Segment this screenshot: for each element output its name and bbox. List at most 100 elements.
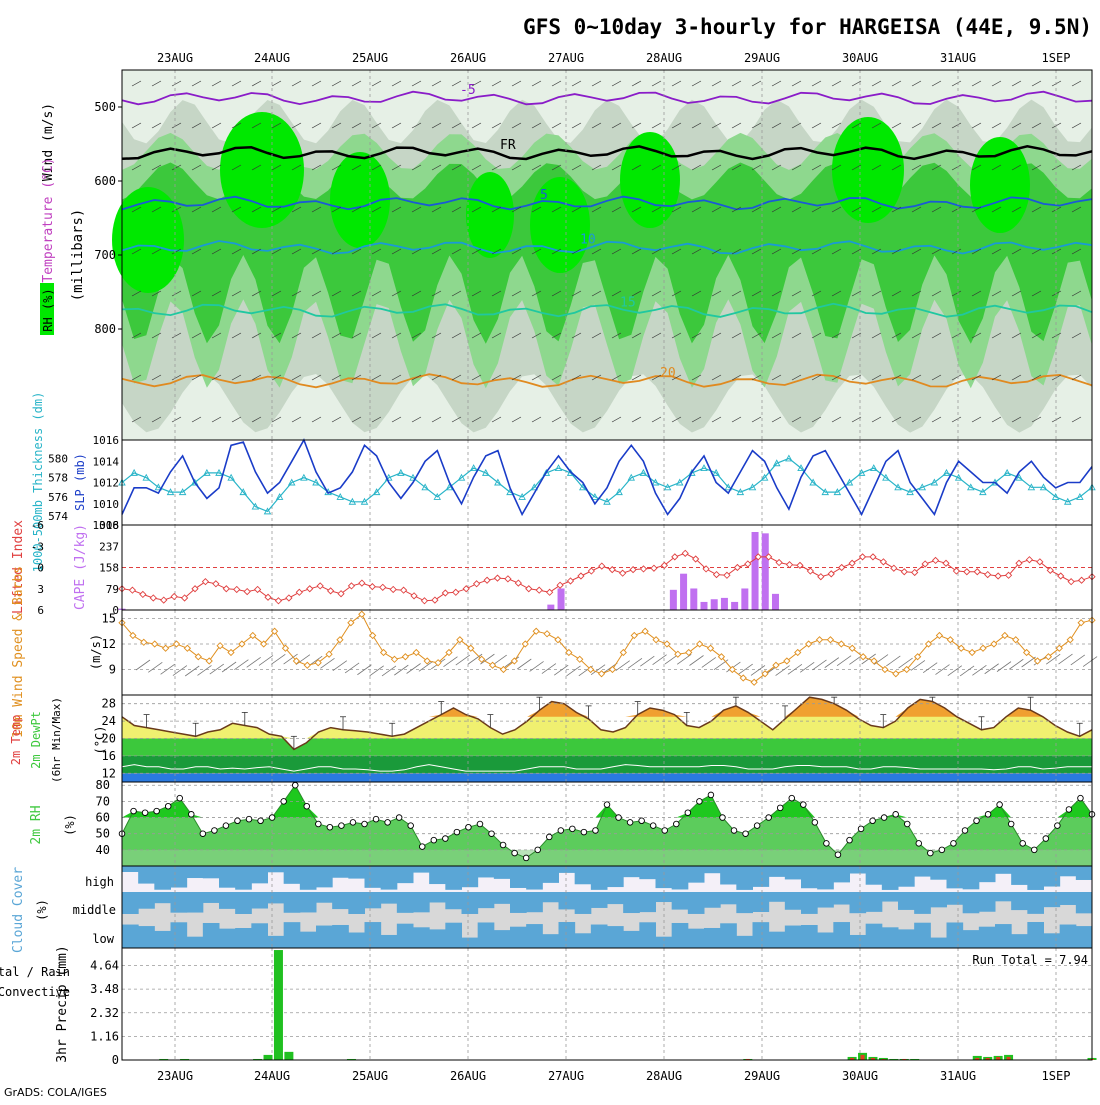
wind-barb <box>351 80 362 87</box>
wind-barb <box>591 122 602 129</box>
thickness-point <box>433 492 442 500</box>
li-point <box>827 570 835 578</box>
wind-barb <box>1071 164 1082 171</box>
low-cloud-bar <box>784 925 802 948</box>
rh-blob-bright <box>466 172 514 258</box>
middle-cloud-bar <box>332 892 349 910</box>
wind-barb <box>571 122 582 129</box>
wind-speed-point <box>129 631 137 640</box>
li-point <box>399 586 408 594</box>
temp-tick-label: 12 <box>102 766 116 780</box>
wind-speed-point <box>608 665 617 674</box>
wind-barb <box>891 80 902 87</box>
high-cloud-bar <box>267 866 285 873</box>
wind-barb <box>651 164 662 171</box>
wind-speed-point <box>630 631 638 640</box>
wind-barb <box>271 206 282 213</box>
wind-barb <box>451 80 462 87</box>
surface-wind-barb <box>787 663 803 675</box>
wind-barb <box>391 164 402 171</box>
middle-cloud-bar <box>510 892 527 913</box>
low-cloud-bar <box>687 928 705 948</box>
surface-wind-barb <box>221 661 237 673</box>
rh-point <box>534 846 541 854</box>
wind-speed-point <box>358 610 366 618</box>
li-point <box>890 564 898 572</box>
wind-barb <box>711 164 722 171</box>
wind-barb <box>331 122 342 129</box>
wind-barb <box>651 80 662 87</box>
wind-barb <box>931 122 942 129</box>
low-cloud-bar <box>590 924 608 948</box>
wind-barb <box>731 206 742 213</box>
wind-barb <box>851 122 862 129</box>
surface-wind-barb <box>627 657 643 669</box>
high-cloud-bar <box>914 866 931 877</box>
rh-point <box>869 817 876 825</box>
wind-barb <box>811 248 822 255</box>
wind-speed-point <box>804 640 813 648</box>
wind-barb <box>411 290 422 297</box>
wind-barb <box>171 374 182 381</box>
high-cloud-bar <box>396 866 414 884</box>
wind-barb <box>971 416 982 423</box>
precip-tick-label: 4.64 <box>90 959 119 973</box>
wind-barb <box>451 206 462 213</box>
wind-speed-point <box>728 665 736 674</box>
wind-barb <box>531 164 542 171</box>
thickness-point <box>336 492 345 500</box>
middle-cloud-bar <box>202 892 220 903</box>
rh-legend-swatch <box>40 283 54 335</box>
rh-point <box>315 820 322 828</box>
high-cloud-bar <box>881 866 899 890</box>
high-cloud-bar <box>946 866 964 889</box>
low-cloud-bar <box>1027 922 1044 948</box>
wind-barb <box>611 374 622 381</box>
low-cloud-bar <box>138 926 155 948</box>
rh-point <box>361 820 368 828</box>
wind-barb <box>231 248 242 255</box>
wind-barb <box>451 332 462 339</box>
thickness-point <box>275 492 284 500</box>
wind-barb <box>511 332 522 339</box>
wind-barb <box>811 374 822 381</box>
high-cloud-bar <box>671 866 689 890</box>
low-cloud-bar <box>1011 934 1028 948</box>
wind-barb <box>171 290 182 297</box>
bottom-date-label: 29AUG <box>744 1069 780 1083</box>
li-tick-label: -6 <box>31 519 44 532</box>
wind-barb <box>871 374 882 381</box>
high-cloud-bar <box>219 866 236 888</box>
wind-barb <box>431 290 442 297</box>
li-point <box>462 585 470 593</box>
wind-barb <box>931 416 942 423</box>
run-total-label: Run Total = 7.94 <box>972 953 1088 967</box>
surface-wind-barb <box>1082 656 1098 667</box>
wind-barb <box>811 122 822 129</box>
wind-speed-point <box>848 644 856 652</box>
wind-barb <box>711 416 722 423</box>
wind-barb <box>311 248 322 255</box>
li-ylabel: Lifted Index <box>11 520 26 614</box>
thickness-point <box>772 459 781 467</box>
rh-point <box>580 828 588 836</box>
wind-barb <box>751 248 762 255</box>
middle-cloud-bar <box>299 892 317 913</box>
middle-cloud-bar <box>396 892 414 913</box>
temp-contour <box>121 195 1093 211</box>
wind-barb <box>1031 290 1042 297</box>
thickness-point <box>603 497 611 505</box>
wind-barb <box>431 80 442 87</box>
wind-barb <box>171 164 182 171</box>
wind-barb <box>911 206 922 213</box>
precip-tick-label: 3.48 <box>90 982 119 996</box>
wind-barb <box>691 206 702 213</box>
wind-barb <box>211 416 222 423</box>
li-point <box>712 570 721 579</box>
bottom-date-label: 26AUG <box>450 1069 486 1083</box>
low-cloud-bar <box>607 926 624 948</box>
rh-point <box>1077 794 1084 802</box>
thickness-point <box>785 454 793 462</box>
surface-wind-barb <box>1009 658 1024 670</box>
high-cloud-bar <box>558 866 576 873</box>
